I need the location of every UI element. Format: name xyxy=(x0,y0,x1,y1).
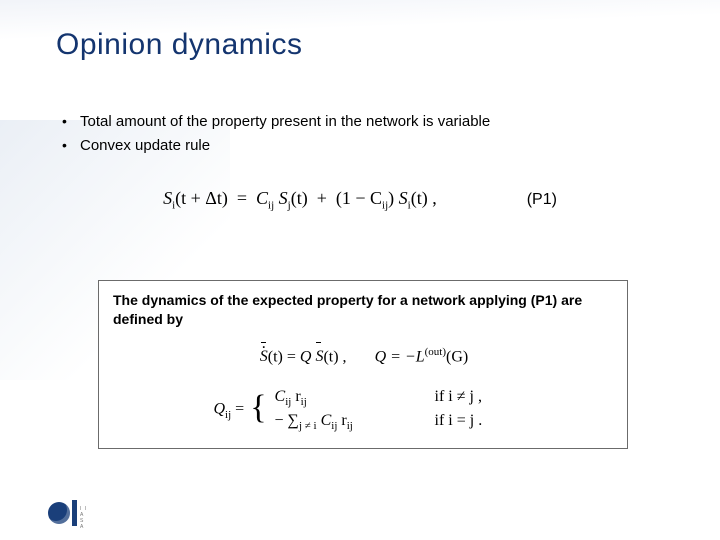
bullet-dot-icon xyxy=(62,110,80,134)
box-equation-line1: S(t) = Q S(t) , Q = −L(out)(G) xyxy=(113,343,615,372)
box-equation-cases: Qij = { Cij rij if i ≠ j , − ∑j ≠ i Cij … xyxy=(113,386,615,434)
bullet-text: Convex update rule xyxy=(80,134,210,158)
bullet-list: Total amount of the property present in … xyxy=(62,110,490,158)
logo-text: I I A S A xyxy=(80,506,88,530)
logo-bar-icon xyxy=(72,500,77,526)
box-lead-text: The dynamics of the expected property fo… xyxy=(113,291,615,329)
equation-label: (P1) xyxy=(527,191,557,208)
bullet-item: Convex update rule xyxy=(62,134,490,158)
logo-globe-icon xyxy=(48,502,70,524)
bullet-text: Total amount of the property present in … xyxy=(80,110,490,134)
iiasa-logo: I I A S A xyxy=(48,500,88,528)
equation-p1: Si(t + Δt) = Cij Sj(t) + (1 − Cij) Si(t)… xyxy=(0,188,720,212)
bullet-dot-icon xyxy=(62,134,80,158)
slide-title: Opinion dynamics xyxy=(56,28,302,62)
theorem-box: The dynamics of the expected property fo… xyxy=(98,280,628,449)
bullet-item: Total amount of the property present in … xyxy=(62,110,490,134)
